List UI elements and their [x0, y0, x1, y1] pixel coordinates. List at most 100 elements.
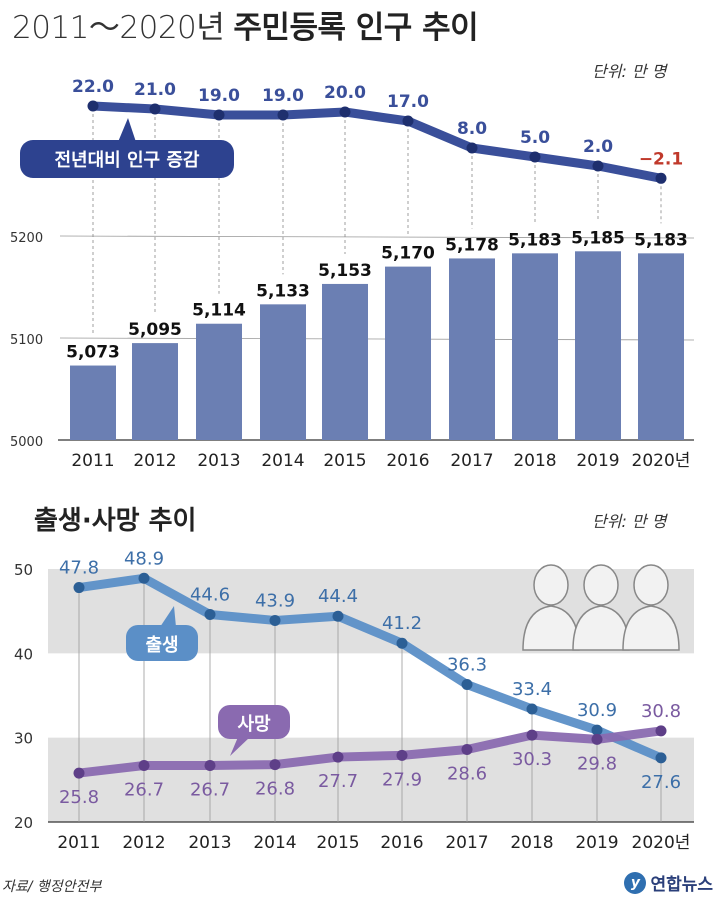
population-bar-label: 5,114 [192, 301, 246, 321]
population-bar-label: 5,073 [66, 343, 120, 363]
population-x-tick-label: 2015 [323, 451, 366, 471]
yoy-point [339, 106, 351, 118]
births-deaths-x-tick-label: 2011 [57, 833, 100, 853]
population-bar [449, 258, 495, 440]
yoy-value-label: 19.0 [198, 86, 240, 106]
yoy-series-badge [20, 140, 234, 178]
yoy-change-line [88, 101, 666, 183]
population-y-tick-label: 5100 [10, 333, 43, 348]
population-bar-label: 5,183 [508, 230, 562, 250]
births-deaths-x-tick-label: 2015 [316, 833, 359, 853]
population-bar-label: 5,133 [256, 281, 310, 301]
deaths-value-label: 29.8 [577, 753, 617, 774]
title-years: 2011～2020년 [12, 10, 225, 46]
yoy-point [466, 142, 478, 154]
births-deaths-y-tick-label: 50 [14, 561, 33, 579]
yoy-value-label: 22.0 [72, 77, 114, 97]
person-silhouette-icon [572, 564, 630, 651]
births-deaths-y-tick-label: 30 [14, 730, 33, 748]
population-x-tick-label: 2018 [513, 451, 556, 471]
source-credit: 자료/ 행정안전부 [2, 879, 102, 895]
births-deaths-x-tick-label: 2017 [445, 833, 488, 853]
deaths-value-label: 26.7 [190, 779, 230, 800]
births-value-label: 43.9 [255, 590, 295, 611]
population-bar [196, 323, 242, 440]
yoy-value-label: 5.0 [520, 128, 550, 148]
population-x-tick-label: 2011 [71, 451, 114, 471]
yoy-point [402, 115, 414, 127]
births-point [204, 609, 216, 621]
population-bar [70, 365, 116, 440]
population-bar [260, 304, 306, 440]
yoy-value-label: 2.0 [583, 137, 613, 157]
births-point [461, 679, 473, 691]
unit-label-population: 단위: 만 명 [592, 62, 667, 81]
births-badge-pointer [160, 606, 176, 627]
births-point [396, 637, 408, 649]
births-deaths-x-tick-label: 2019 [575, 833, 618, 853]
yoy-point [213, 109, 225, 121]
births-value-label: 44.4 [318, 586, 358, 607]
deaths-point [591, 733, 603, 745]
births-value-label: 48.9 [124, 548, 164, 569]
births-point [655, 752, 667, 764]
births-value-label: 41.2 [382, 613, 422, 634]
births-deaths-x-tick-label: 2020년 [632, 833, 691, 853]
deaths-value-label: 25.8 [59, 787, 99, 808]
births-value-label: 47.8 [59, 558, 99, 579]
deaths-point [269, 759, 281, 771]
births-deaths-x-tick-label: 2012 [122, 833, 165, 853]
deaths-point [396, 749, 408, 761]
births-series-badge [126, 625, 198, 661]
population-bar [575, 251, 621, 440]
population-bar [132, 343, 178, 440]
population-x-tick-label: 2017 [450, 451, 493, 471]
yoy-point [87, 100, 99, 112]
births-series-name: 출생 [145, 635, 178, 656]
deaths-point [138, 759, 150, 771]
population-bar [385, 266, 431, 440]
births-point [332, 610, 344, 622]
population-y-tick-label: 5200 [10, 231, 43, 246]
population-gridline [59, 235, 695, 239]
deaths-value-label: 27.7 [318, 771, 358, 792]
births-point [526, 703, 538, 715]
population-x-tick-label: 2019 [576, 451, 619, 471]
deaths-value-label: 26.8 [255, 779, 295, 800]
population-bar-label: 5,185 [571, 228, 625, 248]
population-bar [322, 283, 368, 440]
deaths-line [74, 726, 666, 778]
logo-text: 연합뉴스 [650, 875, 713, 895]
yoy-point [655, 172, 667, 184]
births-deaths-x-tick-label: 2018 [510, 833, 553, 853]
population-x-tick-label: 2016 [386, 451, 429, 471]
deaths-point [332, 751, 344, 763]
births-value-label: 36.3 [447, 655, 487, 676]
deaths-value-label: 28.6 [447, 763, 487, 784]
page-title: 2011～2020년 주민등록 인구 추이 [12, 2, 479, 47]
births-deaths-y-tick-label: 20 [14, 814, 33, 832]
yoy-point [149, 103, 161, 115]
deaths-point [655, 725, 667, 737]
population-bar [638, 253, 684, 440]
deaths-point [461, 743, 473, 755]
births-deaths-y-tick-label: 40 [14, 645, 33, 663]
deaths-series-badge [218, 705, 290, 739]
births-deaths-title: 출생·사망 추이 [34, 506, 197, 536]
births-deaths-x-tick-label: 2016 [380, 833, 423, 853]
population-bar-label: 5,095 [128, 320, 182, 340]
yoy-badge-pointer [118, 118, 136, 142]
population-bar-label: 5,153 [318, 261, 372, 281]
deaths-badge-pointer [230, 737, 250, 756]
yoy-value-label: 17.0 [387, 92, 429, 112]
population-x-tick-label: 2013 [197, 451, 240, 471]
person-silhouette-icon [522, 564, 580, 651]
deaths-value-label: 30.3 [512, 749, 552, 770]
population-bar-label: 5,170 [381, 244, 435, 264]
population-y-tick-label: 5000 [10, 435, 43, 450]
yoy-value-label: −2.1 [639, 149, 683, 169]
deaths-series-name: 사망 [237, 714, 271, 735]
births-value-label: 27.6 [641, 772, 681, 793]
unit-label-births-deaths: 단위: 만 명 [592, 512, 667, 531]
